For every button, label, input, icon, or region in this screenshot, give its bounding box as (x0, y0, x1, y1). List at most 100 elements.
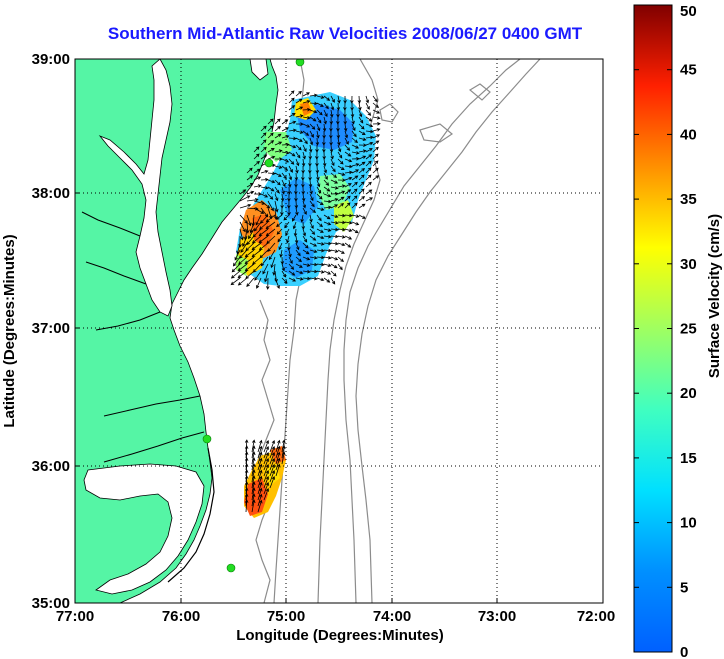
velocity-arrow (323, 214, 331, 220)
velocity-arrow (295, 90, 302, 97)
velocity-arrow (344, 183, 352, 188)
velocity-arrow (309, 193, 314, 202)
velocity-arrow (351, 163, 360, 167)
velocity-arrow (344, 213, 353, 218)
velocity-arrow (287, 242, 291, 251)
velocity-arrow (263, 457, 270, 471)
velocity-arrow (230, 277, 241, 286)
velocity-arrow (337, 196, 345, 202)
velocity-arrow (365, 123, 374, 128)
velocity-arrow (351, 202, 358, 209)
velocity-arrow (287, 200, 291, 209)
velocity-arrow (294, 193, 298, 202)
velocity-arrow (330, 277, 336, 285)
velocity-arrow (358, 161, 366, 167)
colorbar-tick-label: 20 (680, 385, 697, 402)
velocity-arrow (344, 130, 349, 139)
velocity-arrow (295, 270, 304, 275)
velocity-arrow (276, 228, 283, 235)
velocity-arrow (302, 130, 310, 136)
y-tick-label: 39:00 (32, 51, 70, 68)
velocity-arrow (295, 106, 304, 111)
hf-radar-station-marker (202, 434, 212, 444)
velocity-arrow (284, 221, 290, 229)
velocity-arrow (344, 176, 353, 181)
velocity-arrow (309, 93, 318, 98)
velocity-arrow (316, 172, 320, 181)
velocity-arrow (308, 179, 313, 188)
velocity-arrow (281, 172, 287, 180)
velocity-arrow (302, 144, 307, 153)
velocity-arrow (330, 158, 335, 167)
velocity-arrow (358, 116, 364, 124)
velocity-arrow (253, 221, 262, 232)
velocity-arrow (260, 207, 269, 218)
velocity-arrow (365, 160, 372, 167)
velocity-arrow (330, 227, 339, 232)
pamlico-sound (83, 463, 205, 595)
velocity-arrow (316, 116, 322, 124)
delaware-bay (249, 59, 269, 81)
velocity-arrow (372, 128, 381, 132)
colorbar-tick-label: 35 (680, 191, 697, 208)
velocity-arrow (330, 151, 334, 160)
velocity-arrow (302, 99, 311, 104)
velocity-arrow (351, 169, 360, 174)
velocity-arrow (288, 249, 292, 258)
velocity-arrow (337, 151, 343, 159)
velocity-arrow (288, 136, 297, 141)
velocity-arrow (260, 200, 271, 209)
velocity-arrow (309, 214, 313, 223)
velocity-arrow (288, 120, 297, 125)
velocity-arrow (263, 463, 270, 477)
velocity-arrow (365, 167, 372, 174)
x-tick-label: 73:00 (478, 608, 516, 625)
colorbar-tick-label: 10 (680, 515, 697, 532)
velocity-arrow (308, 165, 312, 174)
velocity-arrow (260, 256, 269, 267)
velocity-arrow (264, 270, 269, 283)
velocity-arrow (251, 457, 256, 471)
velocity-arrow (330, 179, 339, 184)
velocity-arrow (357, 95, 362, 104)
velocity-arrow (288, 105, 296, 111)
velocity-arrow (274, 277, 280, 289)
velocity-arrow (274, 193, 279, 202)
x-tick-label: 76:00 (162, 608, 200, 625)
velocity-arrow (234, 249, 241, 261)
velocity-arrow (287, 179, 292, 188)
velocity-arrow (244, 256, 255, 265)
velocity-arrow (330, 165, 336, 173)
velocity-arrow (268, 249, 276, 261)
velocity-arrow (323, 165, 328, 174)
velocity-arrow (309, 207, 317, 214)
velocity-arrow (323, 193, 332, 198)
velocity-arrow (330, 221, 339, 225)
velocity-arrow (288, 144, 297, 149)
velocity-arrow (275, 451, 281, 465)
velocity-arrow (337, 249, 345, 254)
velocity-arrow (252, 256, 262, 265)
velocity-arrow (278, 242, 283, 251)
velocity-arrow (309, 262, 318, 267)
velocity-arrow (267, 140, 275, 146)
velocity-arrow (316, 95, 325, 99)
velocity-arrow (316, 130, 320, 139)
x-tick-label: 75:00 (267, 608, 305, 625)
velocity-arrow (309, 137, 314, 146)
y-tick-label: 36:00 (32, 458, 70, 475)
velocity-arrow (316, 248, 325, 253)
velocity-arrow (246, 190, 255, 195)
colorbar-tick-label: 5 (680, 579, 688, 596)
velocity-arrow (237, 270, 248, 279)
colorbar (633, 4, 673, 653)
velocity-arrow (267, 200, 274, 212)
velocity-arrow (309, 242, 318, 247)
velocity-arrow (267, 193, 274, 200)
velocity-arrow (316, 221, 323, 228)
velocity-arrow (323, 241, 332, 246)
velocity-arrow (281, 179, 286, 188)
velocity-arrow (351, 175, 359, 181)
velocity-arrow (257, 481, 263, 495)
velocity-arrow (270, 256, 276, 269)
